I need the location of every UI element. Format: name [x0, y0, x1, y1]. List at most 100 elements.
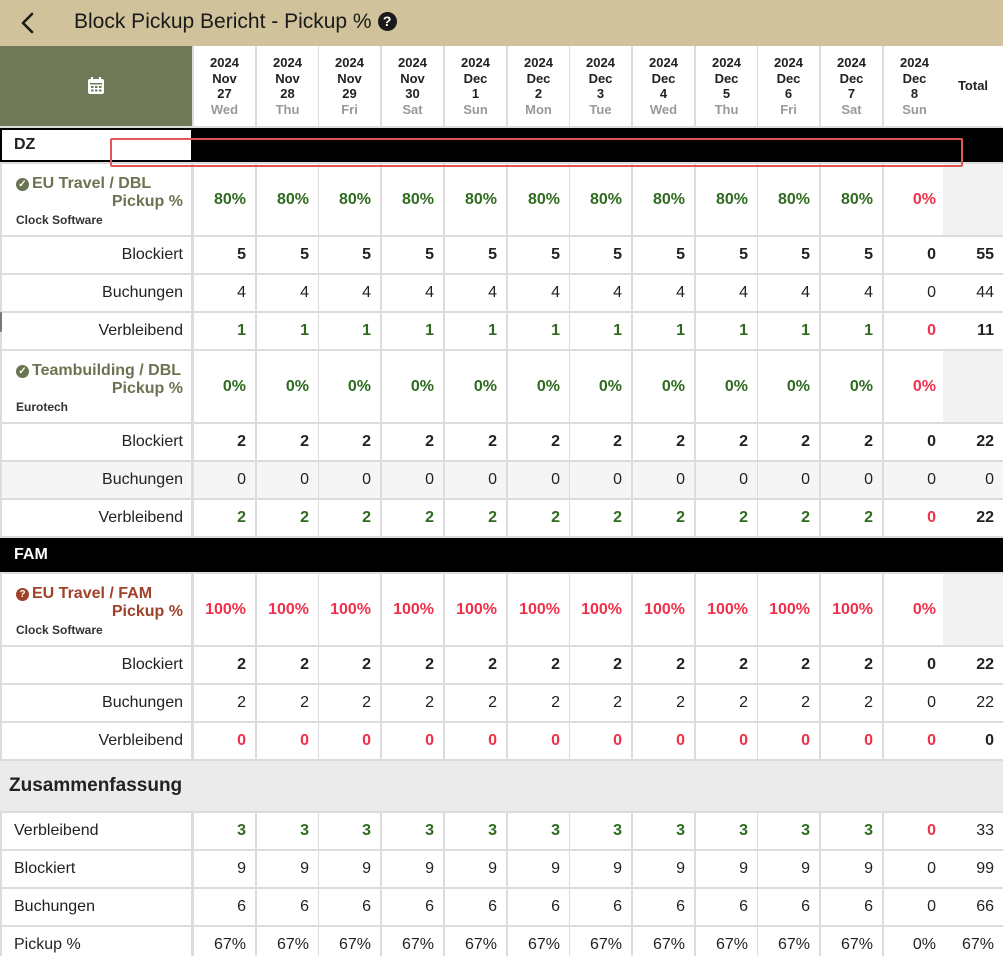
value-cell: 2	[382, 424, 443, 460]
pickup-value-cell: 80%	[257, 164, 318, 235]
date-day: 28	[280, 86, 295, 101]
value-cell: 2	[821, 685, 882, 721]
row-label: Blockiert	[2, 851, 191, 887]
calendar-picker[interactable]	[0, 46, 192, 126]
value-cell: 2	[570, 424, 631, 460]
value-cell: 4	[382, 275, 443, 311]
date-year: 2024	[837, 55, 866, 70]
value-cell: 2	[319, 685, 380, 721]
pickup-value-cell: 0%	[570, 351, 631, 422]
value-cell: 67%	[257, 927, 318, 956]
value-cell: 9	[257, 851, 318, 887]
value-cell: 2	[194, 424, 255, 460]
pickup-value-cell: 100%	[319, 574, 380, 645]
value-cell: 0	[319, 462, 380, 498]
pickup-value-cell: 0%	[194, 351, 255, 422]
value-cell: 3	[633, 813, 694, 849]
value-cell: 2	[257, 500, 318, 536]
date-year: 2024	[210, 55, 239, 70]
value-cell: 0	[508, 462, 569, 498]
pickup-value-cell: 0%	[633, 351, 694, 422]
date-day: 4	[659, 86, 668, 101]
value-cell: 0	[570, 462, 631, 498]
group-name-text: EU Travel / FAM	[32, 585, 153, 602]
pickup-value-cell: 0%	[884, 574, 945, 645]
row-label: Verbleibend	[2, 500, 191, 536]
chevron-left-icon	[21, 12, 34, 34]
value-cell: 0	[884, 313, 945, 349]
summary-title: Zusammenfassung	[0, 761, 1003, 811]
date-day: 7	[847, 86, 856, 101]
value-cell: 9	[508, 851, 569, 887]
group-label-cell[interactable]: ? EU Travel / FAM Pickup % Clock Software	[2, 574, 191, 645]
group-label-cell[interactable]: ✓ EU Travel / DBL Pickup % Clock Software	[2, 164, 191, 235]
date-month: Nov	[400, 70, 425, 86]
value-cell: 5	[508, 237, 569, 273]
value-cell: 6	[633, 889, 694, 925]
value-cell: 6	[758, 889, 819, 925]
pickup-value-cell: 100%	[508, 574, 569, 645]
value-cell: 0	[257, 462, 318, 498]
value-cell: 0	[758, 723, 819, 759]
pickup-value-cell: 80%	[570, 164, 631, 235]
pickup-value-cell: 0%	[445, 351, 506, 422]
pickup-value-cell: 80%	[382, 164, 443, 235]
value-cell: 0	[821, 462, 882, 498]
total-cell: 33	[943, 813, 1003, 849]
date-day: 2	[534, 86, 543, 101]
value-cell: 1	[696, 313, 757, 349]
date-weekday: Sat	[402, 101, 423, 117]
pickup-value-cell: 0%	[382, 351, 443, 422]
value-cell: 0	[884, 275, 945, 311]
value-cell: 1	[508, 313, 569, 349]
pickup-value-cell: 0%	[758, 351, 819, 422]
date-column-header: 2024 Dec 7 Sat	[821, 46, 882, 126]
value-cell: 2	[319, 647, 380, 683]
total-column-header: Total	[943, 46, 1003, 126]
value-cell: 67%	[821, 927, 882, 956]
value-cell: 3	[194, 813, 255, 849]
value-cell: 1	[257, 313, 318, 349]
total-cell: 55	[943, 237, 1003, 273]
date-column-header: 2024 Dec 4 Wed	[633, 46, 694, 126]
value-cell: 67%	[382, 927, 443, 956]
page-title: Block Pickup Bericht - Pickup %?	[74, 10, 397, 34]
calendar-icon	[88, 77, 104, 94]
pickup-value-cell: 80%	[194, 164, 255, 235]
total-cell: 22	[943, 685, 1003, 721]
row-label: Buchungen	[2, 889, 191, 925]
value-cell: 4	[570, 275, 631, 311]
section-label: DZ	[2, 130, 191, 160]
date-weekday: Fri	[341, 101, 358, 117]
value-cell: 5	[445, 237, 506, 273]
row-label: Verbleibend	[2, 723, 191, 759]
date-year: 2024	[649, 55, 678, 70]
pickup-value-cell: 80%	[508, 164, 569, 235]
value-cell: 3	[508, 813, 569, 849]
group-name[interactable]: ? EU Travel / FAM	[16, 585, 152, 603]
value-cell: 3	[696, 813, 757, 849]
value-cell: 4	[633, 275, 694, 311]
group-name[interactable]: ✓ Teambuilding / DBL	[16, 362, 181, 380]
value-cell: 2	[821, 500, 882, 536]
value-cell: 6	[508, 889, 569, 925]
date-day: 1	[471, 86, 480, 101]
company-name: Clock Software	[16, 213, 103, 227]
value-cell: 0	[194, 462, 255, 498]
pickup-value-cell: 100%	[696, 574, 757, 645]
date-month: Nov	[337, 70, 362, 86]
group-name[interactable]: ✓ EU Travel / DBL	[16, 175, 151, 193]
company-name: Eurotech	[16, 400, 69, 414]
value-cell: 2	[758, 500, 819, 536]
total-cell: 22	[943, 424, 1003, 460]
back-button[interactable]	[14, 9, 42, 37]
pickup-value-cell: 0%	[257, 351, 318, 422]
value-cell: 2	[821, 647, 882, 683]
value-cell: 2	[257, 647, 318, 683]
group-label-cell[interactable]: ✓ Teambuilding / DBL Pickup % Eurotech	[2, 351, 191, 422]
pickup-value-cell: 100%	[821, 574, 882, 645]
row-label: Buchungen	[2, 462, 191, 498]
help-circle-icon[interactable]: ?	[377, 12, 397, 31]
date-year: 2024	[461, 55, 490, 70]
value-cell: 2	[821, 424, 882, 460]
